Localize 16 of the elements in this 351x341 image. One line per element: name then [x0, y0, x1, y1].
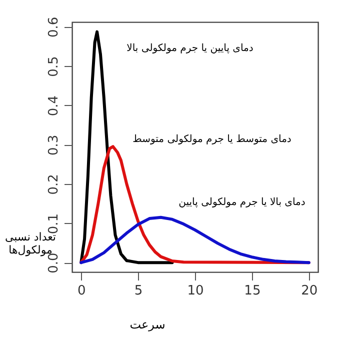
line-series [80, 216, 310, 264]
series-label: دمای بالا یا جرم مولکولی پایین [178, 197, 306, 208]
x-axis-title: سرعت [130, 318, 166, 332]
y-tick-label: 0.3 [46, 134, 62, 156]
y-tick-label: 0.1 [46, 213, 62, 234]
series-label: دمای متوسط یا جرم مولکولی متوسط [132, 134, 292, 145]
y-tick-label: 0.6 [46, 16, 62, 38]
x-tick-label: 5 [134, 284, 143, 298]
y-tick-label: 0.2 [46, 174, 62, 195]
x-tick-label: 15 [244, 284, 261, 298]
x-tick-label: 10 [187, 284, 204, 298]
y-tick-label: 0.4 [46, 95, 62, 116]
y-tick-label: 0.5 [46, 56, 62, 77]
text: دمای پایین یا جرم مولکولی بالا [126, 43, 254, 54]
x-tick-label: 20 [301, 284, 318, 298]
x-tick-label: 0 [77, 284, 86, 298]
